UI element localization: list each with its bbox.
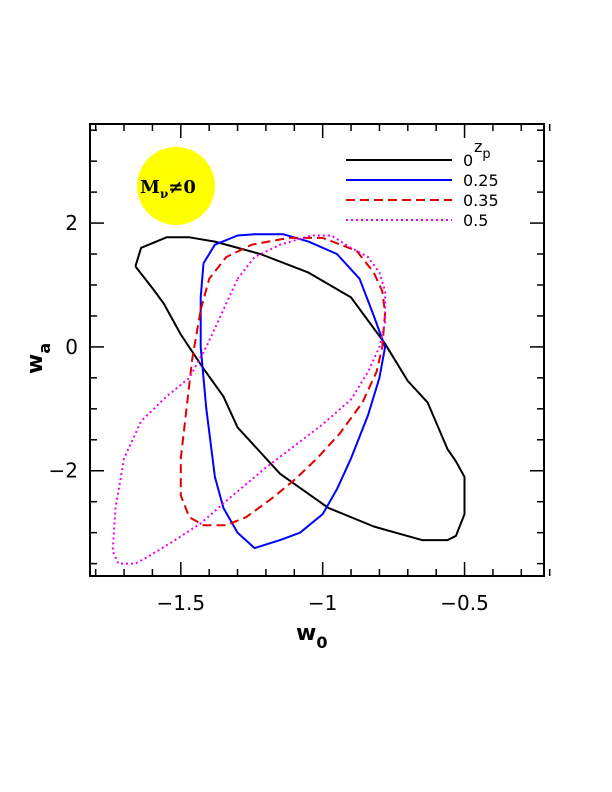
y-tick-label: 0 — [65, 335, 78, 359]
legend-label: 0 — [463, 151, 473, 170]
series-contour-0_25 — [199, 233, 387, 550]
legend-title: zp — [474, 137, 491, 162]
y-tick-label: 2 — [65, 211, 78, 235]
series-contour-0_5 — [111, 234, 387, 565]
legend: zp 00.250.350.5 — [346, 137, 499, 230]
series-layer — [111, 233, 466, 565]
x-axis-label-sub: 0 — [316, 633, 327, 652]
legend-label: 0.35 — [463, 191, 499, 210]
series-contour-0 — [134, 236, 466, 542]
legend-label: 0.25 — [463, 171, 499, 190]
y-axis-label: wa — [23, 343, 54, 374]
neutrino-mass-badge: Mν≠0 — [137, 147, 215, 225]
x-tick-label: −1.5 — [157, 591, 206, 615]
y-axis-label-sub: a — [35, 343, 54, 354]
series-contour-0_35 — [179, 236, 387, 527]
y-axis-label-group: wa — [23, 343, 54, 374]
y-tick-label: −2 — [49, 459, 78, 483]
tick-labels: −1.5 −1 −0.5 −2 0 2 — [49, 211, 489, 615]
x-tick-label: −1 — [308, 591, 337, 615]
badge-circle — [137, 147, 215, 225]
legend-label: 0.5 — [463, 211, 488, 230]
plot-frame — [89, 123, 545, 577]
x-axis-label: w0 — [296, 621, 327, 652]
badge-label: Mν≠0 — [140, 177, 196, 201]
axis-ticks — [90, 124, 551, 576]
x-tick-label: −0.5 — [440, 591, 489, 615]
